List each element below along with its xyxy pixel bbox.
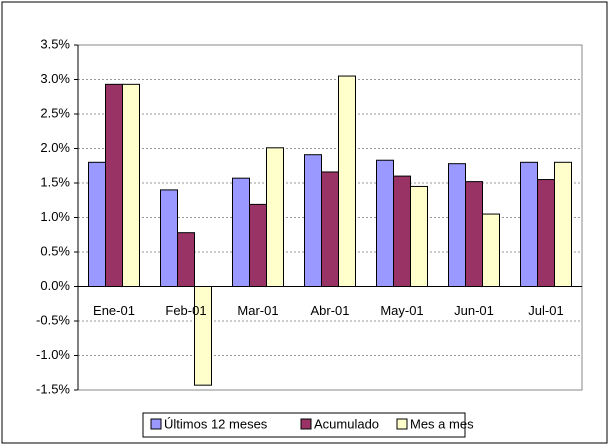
bar [122,83,140,287]
x-tick-label: Jul-01 [528,303,563,318]
legend-swatch [396,418,408,430]
bar [321,171,339,288]
bar [448,163,466,287]
bar [554,161,572,287]
bar [194,286,212,386]
y-tick-label: 1.5% [40,174,70,189]
legend-label: Últimos 12 meses [164,416,268,431]
bar [410,185,428,287]
bar [177,232,195,287]
legend-swatch [150,418,162,430]
bar [266,147,284,287]
bar [88,161,106,287]
x-tick-label: Abr-01 [310,303,349,318]
bar [376,159,394,287]
bar [520,161,538,287]
x-tick-label: May-01 [380,303,423,318]
bar [105,83,123,287]
y-tick-label: -1.0% [36,347,70,362]
y-tick-label: 0.0% [40,278,70,293]
bar [465,181,483,287]
bar [249,203,267,287]
y-tick-label: 0.5% [40,243,70,258]
y-tick-label: 2.0% [40,140,70,155]
bar [232,177,250,287]
legend-label: Mes a mes [410,416,474,431]
bar [482,213,500,287]
x-tick-label: Mar-01 [237,303,278,318]
y-tick-label: -1.5% [36,381,70,396]
y-tick-label: 3.0% [40,71,70,86]
x-tick-label: Ene-01 [93,303,135,318]
legend-label: Acumulado [314,416,379,431]
bar [537,179,555,287]
legend-swatch [300,418,312,430]
bar [338,75,356,287]
bar [393,175,411,288]
bar [160,189,178,287]
y-tick-label: 3.5% [40,36,70,51]
y-tick-label: 1.0% [40,209,70,224]
y-tick-label: -0.5% [36,312,70,327]
x-tick-label: Jun-01 [454,303,494,318]
bar [304,154,322,287]
y-tick-label: 2.5% [40,105,70,120]
x-tick-label: Feb-01 [165,303,206,318]
